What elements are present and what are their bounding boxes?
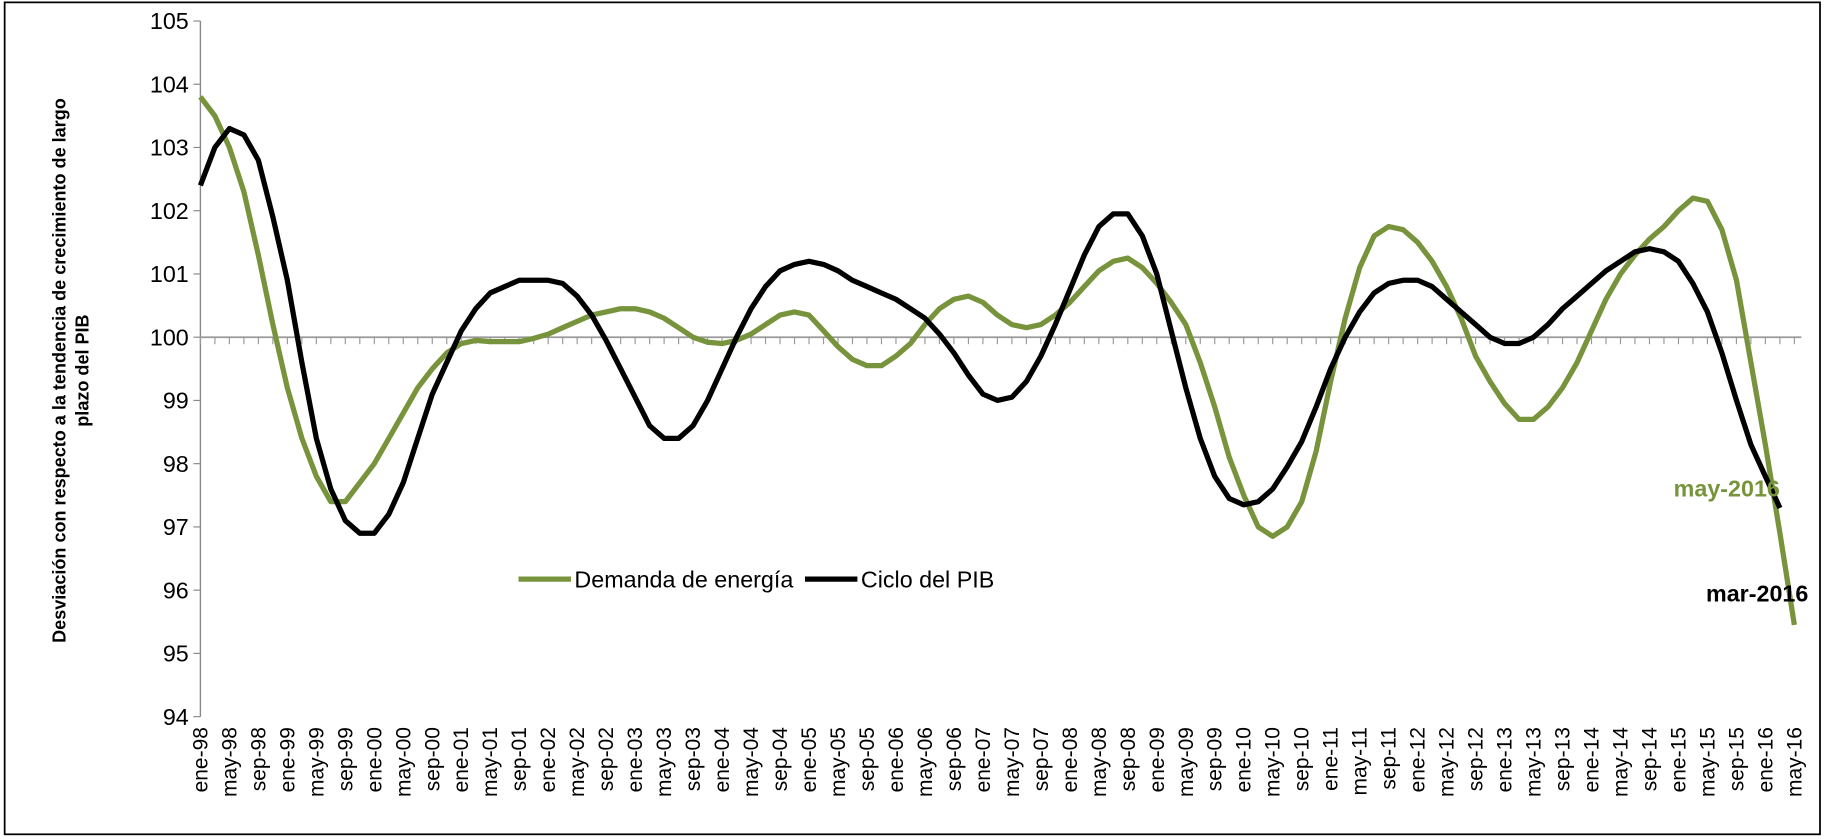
- x-tick-label: sep-99: [334, 727, 357, 791]
- y-axis-title-line: plazo del PIB: [73, 314, 93, 426]
- x-tick-label: ene-99: [276, 727, 299, 792]
- x-tick-label: ene-10: [1233, 727, 1256, 792]
- y-tick-label: 95: [163, 641, 189, 667]
- x-tick-label: ene-00: [363, 727, 386, 792]
- x-tick-label: sep-12: [1465, 727, 1488, 791]
- x-tick-label: may-08: [1088, 727, 1111, 797]
- x-tick-label: may-07: [1001, 727, 1024, 797]
- x-tick-label: ene-09: [1146, 727, 1169, 792]
- x-tick-label: may-04: [740, 727, 763, 797]
- x-tick-label: ene-12: [1407, 727, 1430, 792]
- y-tick-label: 101: [150, 261, 189, 287]
- x-tick-label: may-06: [914, 727, 937, 797]
- x-tick-label: sep-04: [769, 727, 792, 791]
- x-tick-label: ene-01: [450, 727, 473, 792]
- x-tick-label: ene-05: [798, 727, 821, 792]
- x-tick-label: sep-15: [1725, 727, 1748, 791]
- x-tick-label: sep-10: [1291, 727, 1314, 791]
- y-axis-title-line: Desviación con respecto a la tendencia d…: [49, 98, 69, 643]
- x-tick-label: sep-08: [1117, 727, 1140, 791]
- x-tick-label: ene-16: [1754, 727, 1777, 792]
- x-tick-label: ene-02: [537, 727, 560, 792]
- x-tick-label: ene-14: [1580, 727, 1603, 793]
- x-tick-label: may-00: [392, 727, 415, 797]
- data-line: [198, 95, 1797, 626]
- x-tick-label: ene-15: [1667, 727, 1690, 792]
- x-tick-label: ene-07: [972, 727, 995, 792]
- y-tick-label: 102: [150, 198, 189, 224]
- x-tick-label: may-14: [1609, 727, 1632, 797]
- x-tick-label: sep-11: [1378, 727, 1401, 790]
- x-tick-label: sep-01: [508, 727, 531, 791]
- x-tick-label: sep-06: [943, 727, 966, 791]
- y-tick-label: 103: [150, 135, 189, 161]
- y-tick-label: 105: [150, 8, 189, 34]
- x-tick-label: sep-98: [247, 727, 270, 791]
- x-tick-label: may-05: [827, 727, 850, 797]
- x-tick-label: may-15: [1696, 727, 1719, 797]
- annotation: mar-2016: [1706, 581, 1808, 607]
- legend-label: Demanda de energía: [574, 566, 793, 592]
- x-tick-label: sep-09: [1204, 727, 1227, 791]
- x-tick-label: may-02: [566, 727, 589, 797]
- y-tick-label: 99: [163, 388, 189, 414]
- x-tick-label: ene-06: [885, 727, 908, 792]
- y-tick-label: 100: [150, 324, 189, 350]
- x-tick-label: ene-13: [1494, 727, 1517, 792]
- x-tick-label: sep-14: [1638, 727, 1661, 791]
- data-line: [197, 125, 1783, 536]
- y-tick-label: 94: [163, 704, 189, 730]
- y-tick-label: 98: [163, 451, 189, 477]
- x-tick-label: may-98: [218, 727, 241, 797]
- annotation: may-2016: [1674, 475, 1780, 501]
- x-tick-label: may-01: [479, 727, 502, 797]
- x-tick-label: may-13: [1523, 727, 1546, 797]
- x-tick-label: ene-98: [189, 727, 212, 792]
- x-tick-label: ene-04: [711, 727, 734, 793]
- y-tick-label: 97: [163, 514, 189, 540]
- x-tick-label: sep-02: [595, 727, 618, 791]
- x-tick-label: sep-05: [856, 727, 879, 791]
- x-tick-label: may-10: [1262, 727, 1285, 797]
- x-tick-label: ene-03: [624, 727, 647, 792]
- x-tick-label: ene-08: [1059, 727, 1082, 792]
- x-tick-label: may-16: [1783, 727, 1806, 797]
- x-tick-label: sep-00: [421, 727, 444, 791]
- x-tick-label: may-99: [305, 727, 328, 797]
- legend-label: Ciclo del PIB: [861, 566, 994, 592]
- y-tick-label: 104: [150, 71, 189, 97]
- x-tick-label: may-03: [653, 727, 676, 797]
- frame: [3, 1, 1821, 836]
- y-axis-title: Desviación con respecto a la tendencia d…: [49, 98, 92, 643]
- x-tick-label: ene-11: [1320, 727, 1343, 791]
- x-tick-label: may-11: [1349, 727, 1372, 795]
- y-tick-label: 96: [163, 577, 189, 603]
- x-tick-label: sep-03: [682, 727, 705, 791]
- x-tick-label: may-09: [1175, 727, 1198, 797]
- x-tick-label: sep-07: [1030, 727, 1053, 791]
- x-tick-label: may-12: [1436, 727, 1459, 797]
- x-tick-label: sep-13: [1552, 727, 1575, 791]
